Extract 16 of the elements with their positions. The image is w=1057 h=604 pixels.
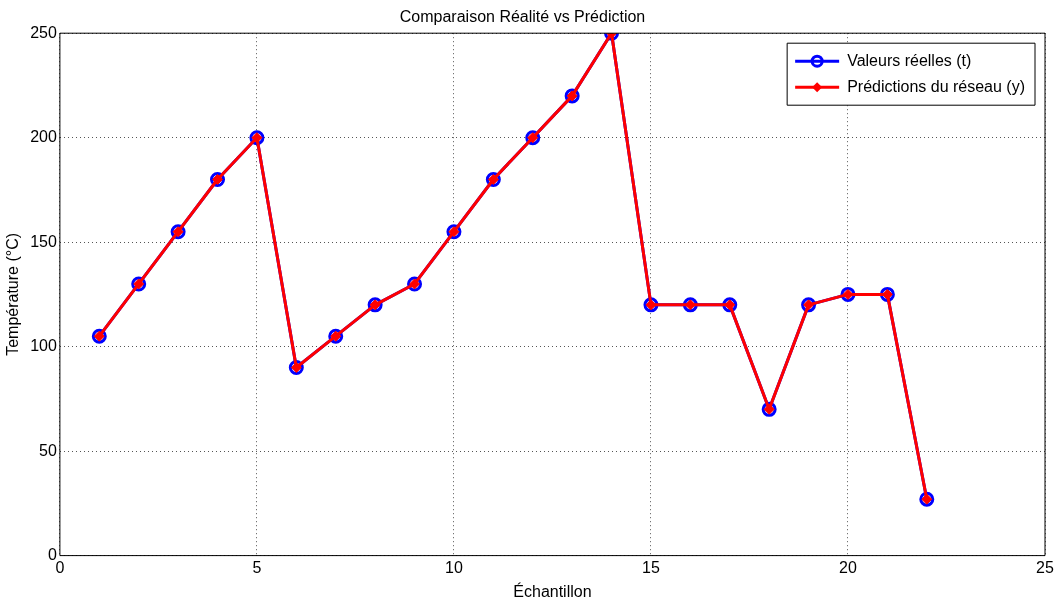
y-tick-label: 0 xyxy=(47,546,57,564)
y-tick-label: 50 xyxy=(39,441,57,459)
y-tick-label: 250 xyxy=(30,23,57,41)
x-tick-label: 10 xyxy=(445,558,463,576)
chart-title: Comparaison Réalité vs Prédiction xyxy=(399,8,646,26)
y-tick-label: 100 xyxy=(30,337,57,355)
x-tick-label: 15 xyxy=(642,558,660,576)
y-tick-label: 150 xyxy=(30,232,57,250)
legend-label: Valeurs réelles (t) xyxy=(847,51,972,69)
x-tick-label: 20 xyxy=(839,558,857,576)
x-axis-title: Échantillon xyxy=(513,581,592,600)
y-tick-label: 200 xyxy=(30,128,57,146)
x-tick-label: 25 xyxy=(1036,558,1054,576)
legend-label: Prédictions du réseau (y) xyxy=(847,77,1025,95)
y-axis-title: Température (°C) xyxy=(4,232,22,356)
x-tick-label: 5 xyxy=(252,558,262,576)
